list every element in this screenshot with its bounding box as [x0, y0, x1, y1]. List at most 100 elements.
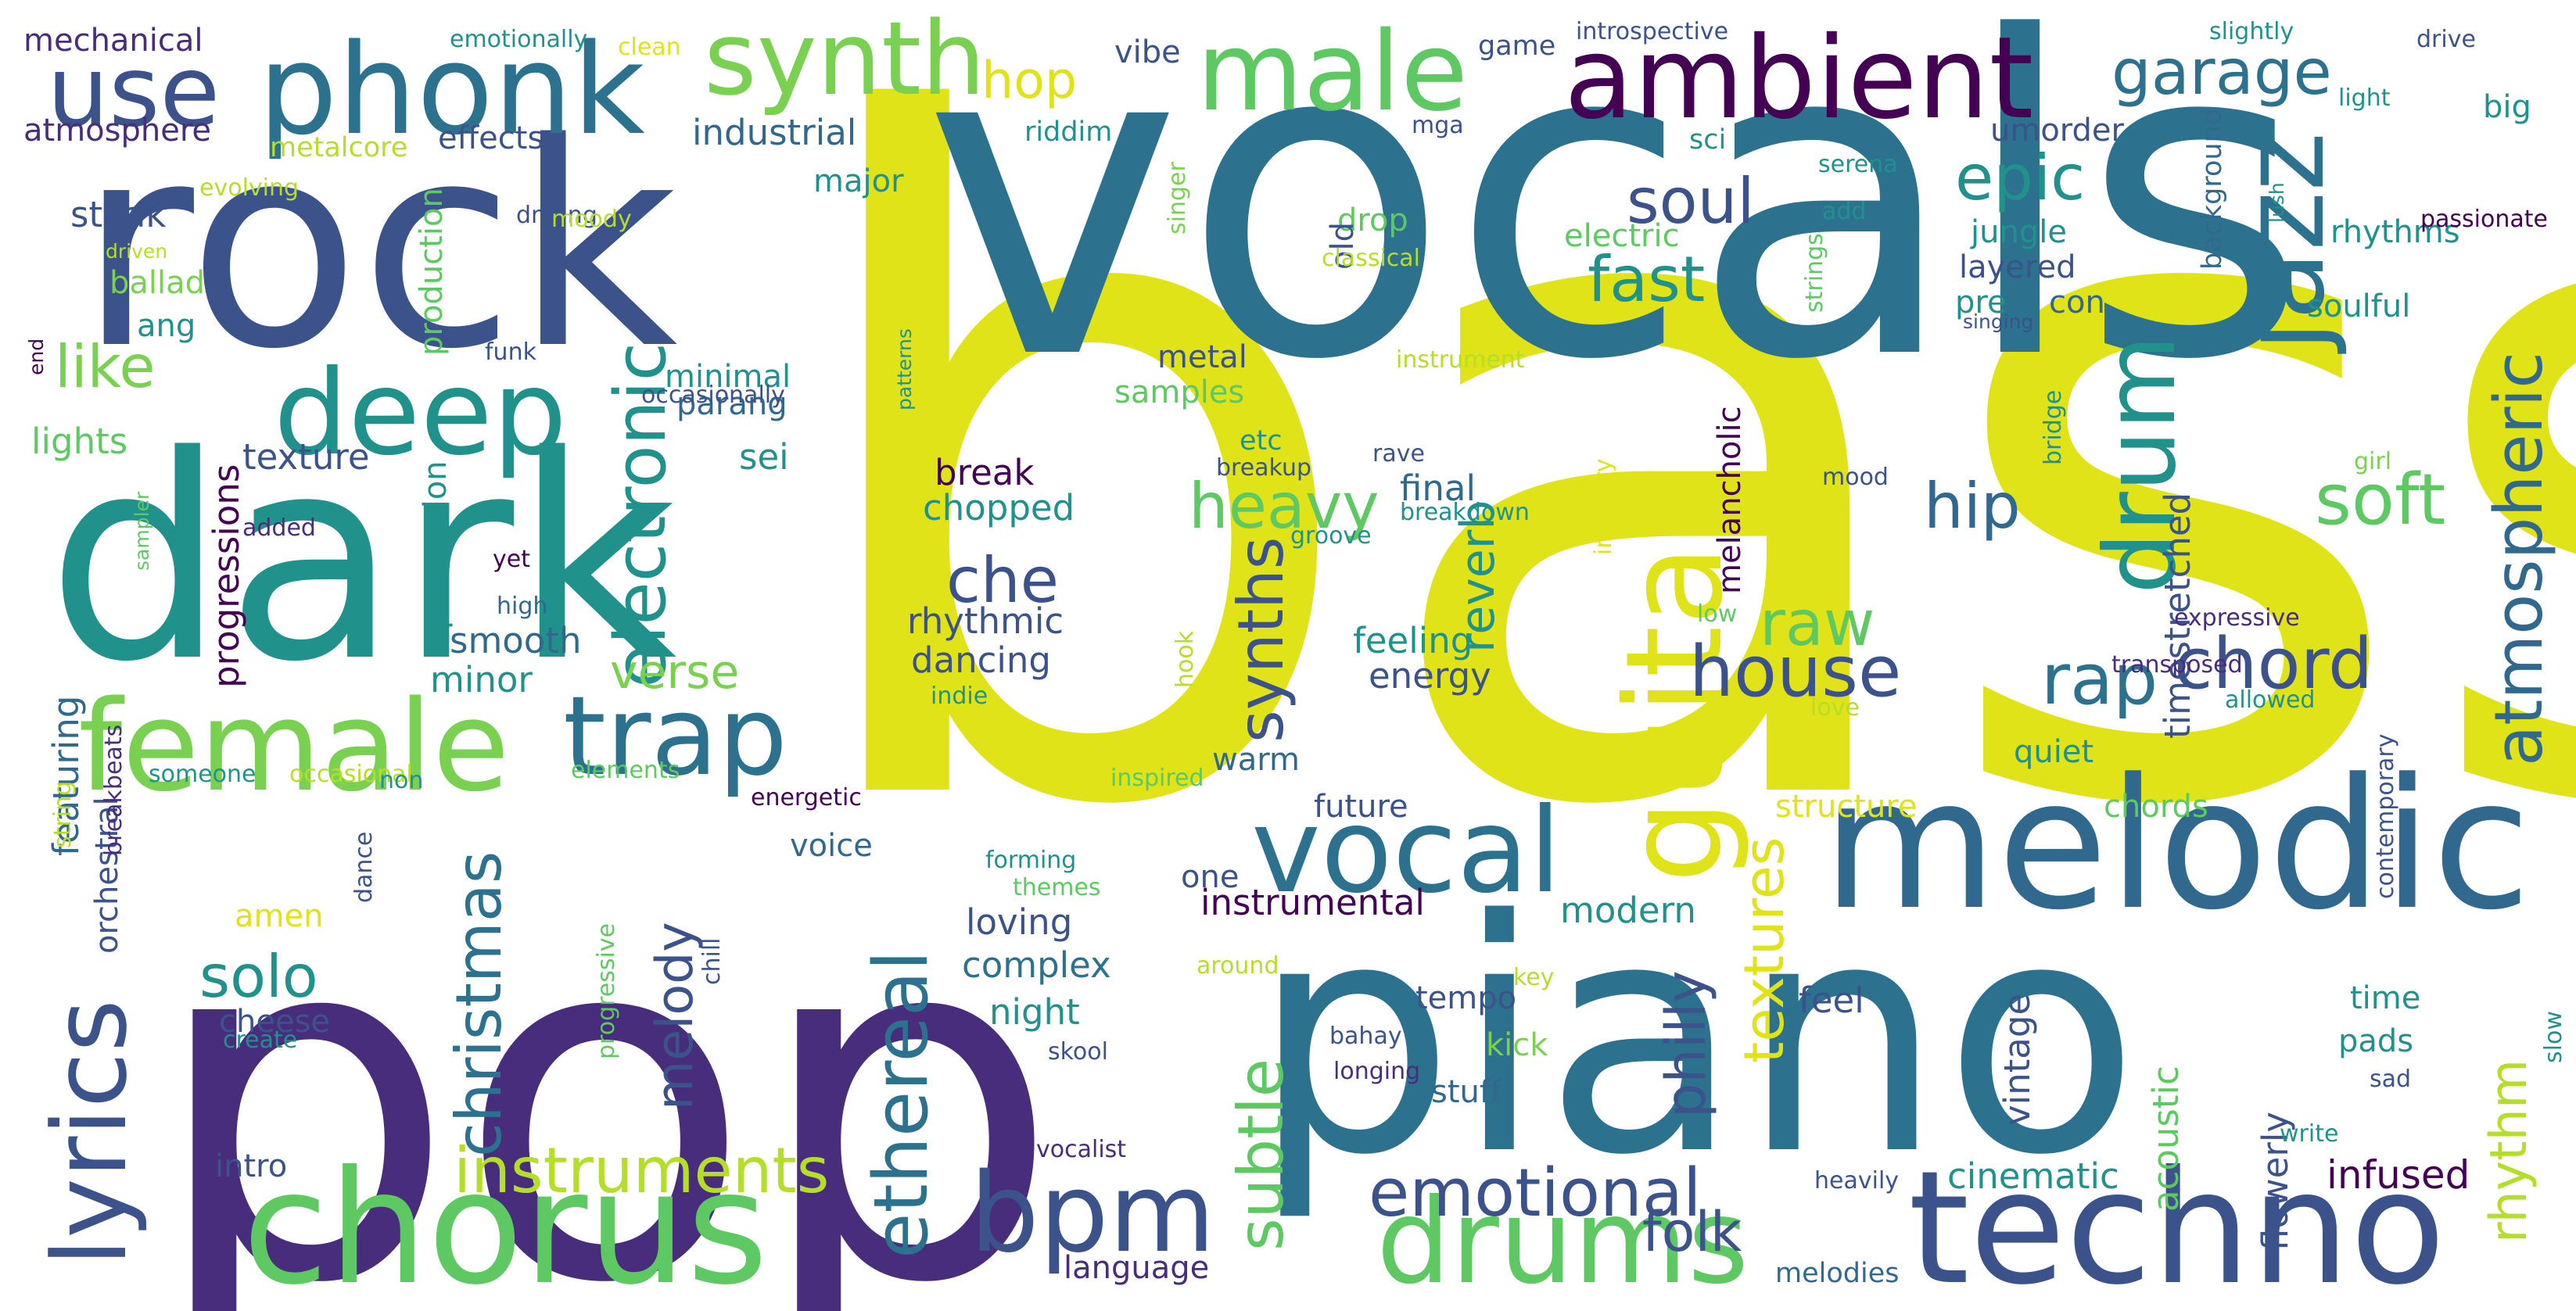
word-riddim: riddim	[1024, 116, 1112, 148]
word-rhythms: rhythms	[2330, 214, 2460, 250]
word-folk: folk	[1642, 1200, 1742, 1264]
word-dance: dance	[350, 832, 378, 903]
word-melancholic: melancholic	[1712, 406, 1748, 594]
word-female: female	[78, 673, 510, 819]
word-bass: bass	[782, 0, 2576, 1008]
word-drum: drum	[2084, 335, 2197, 594]
word-flowerly: flowerly	[2255, 1112, 2296, 1251]
word-electric: electric	[1564, 218, 1680, 254]
word-philly: philly	[1654, 970, 1718, 1118]
word-complex: complex	[962, 944, 1111, 986]
word-strings: strings	[1801, 233, 1828, 313]
word-texture: texture	[242, 436, 370, 478]
word-melody: melody	[646, 922, 705, 1110]
word-occasional: occasional	[289, 761, 413, 788]
word-non: non	[379, 767, 423, 794]
word-rap: rap	[2041, 639, 2158, 721]
word-industrial: industrial	[692, 112, 856, 153]
word-create: create	[223, 1026, 297, 1054]
word-christmas: christmas	[443, 851, 515, 1157]
word-introspective: introspective	[1576, 18, 1728, 45]
word-chopped: chopped	[923, 487, 1075, 528]
word-sad: sad	[2370, 1066, 2411, 1093]
word-use: use	[47, 35, 220, 149]
word-soulful: soulful	[2307, 288, 2410, 324]
word-etc: etc	[1240, 425, 1283, 457]
word-mood: mood	[1822, 464, 1889, 491]
word-bridge: bridge	[2040, 390, 2067, 465]
word-high: high	[497, 593, 547, 620]
word-instrumental: instrumental	[1200, 882, 1425, 923]
word-forming: forming	[985, 847, 1076, 874]
word-low: low	[1697, 600, 1737, 628]
word-atmosphere: atmosphere	[23, 113, 211, 149]
word-serena: serena	[1818, 151, 1898, 178]
word-stuff: stuff	[1431, 1074, 1502, 1110]
word-ethereal: ethereal	[859, 951, 945, 1259]
word-vocal: vocal	[1251, 783, 1562, 919]
word-hop: hop	[981, 52, 1077, 110]
word-production: production	[414, 188, 450, 356]
word-game: game	[1478, 30, 1555, 62]
word-tempo: tempo	[1415, 980, 1516, 1016]
word-epic: epic	[1955, 141, 2085, 214]
word-bahay: bahay	[1329, 1023, 1402, 1050]
word-emotional: emotional	[1369, 1155, 1702, 1232]
word-love: love	[1810, 694, 1860, 722]
word-progressions: progressions	[206, 464, 247, 688]
word-driven: driven	[106, 240, 167, 263]
word-quiet: quiet	[2014, 734, 2093, 770]
word-trap: trap	[563, 673, 788, 801]
word-metalcore: metalcore	[270, 132, 407, 163]
word-chill: chill	[698, 937, 726, 985]
word-loving: loving	[966, 901, 1072, 943]
word-pads: pads	[2338, 1023, 2413, 1059]
word-old: old	[1325, 222, 1361, 270]
word-vibe: vibe	[1114, 34, 1181, 70]
word-orchestral: orchestral	[89, 797, 125, 954]
word-instrument: instrument	[1396, 346, 1525, 374]
word-chord: chord	[2174, 623, 2373, 705]
word-future: future	[1314, 789, 1408, 825]
word-dark: dark	[47, 396, 677, 723]
word-rhythm: rhythm	[2480, 1059, 2538, 1243]
word-deep: deep	[274, 346, 567, 482]
word-slightly: slightly	[2209, 18, 2294, 45]
word-vintage: vintage	[1997, 994, 2038, 1126]
word-synth: synth	[704, 0, 985, 118]
word-atmospheric: atmospheric	[2481, 352, 2558, 766]
word-singer: singer	[1164, 162, 1191, 235]
word-occasionally: occasionally	[641, 381, 785, 409]
word-drums: drums	[1376, 1174, 1749, 1310]
word-moody: moody	[551, 206, 632, 233]
word-raw: raw	[1760, 587, 1875, 660]
word-infused: infused	[2327, 1152, 2470, 1198]
word-allowed: allowed	[2225, 686, 2315, 714]
word-major: major	[813, 163, 904, 199]
word-sampler: sampler	[131, 491, 153, 571]
word-singing: singing	[1963, 310, 2033, 333]
word-key: key	[1513, 964, 1555, 991]
word-indie: indie	[931, 682, 988, 710]
word-chords: chords	[2104, 789, 2208, 825]
word-language: language	[1064, 1250, 1209, 1286]
word-parang: parang	[676, 386, 788, 422]
word-imagery: imagery	[1590, 458, 1617, 555]
word-like: like	[55, 332, 156, 401]
word-layered: layered	[1959, 249, 2076, 285]
word-passionate: passionate	[2420, 206, 2548, 233]
word-around: around	[1197, 952, 1279, 980]
word-feel: feel	[1799, 980, 1864, 1021]
word-sci: sci	[1689, 124, 1726, 156]
word-background: background	[2197, 108, 2228, 270]
word-breakup: breakup	[1216, 454, 1311, 482]
word-mga: mga	[1412, 112, 1464, 139]
word-phonk: phonk	[258, 16, 645, 163]
word-string: string	[49, 781, 77, 848]
word-elements: elements	[571, 757, 680, 784]
word-pre: pre	[1955, 285, 2007, 321]
word-break: break	[935, 452, 1034, 493]
word-hip: hip	[1924, 470, 2021, 543]
word-hook: hook	[1171, 630, 1199, 688]
word-patterns: patterns	[893, 328, 916, 410]
